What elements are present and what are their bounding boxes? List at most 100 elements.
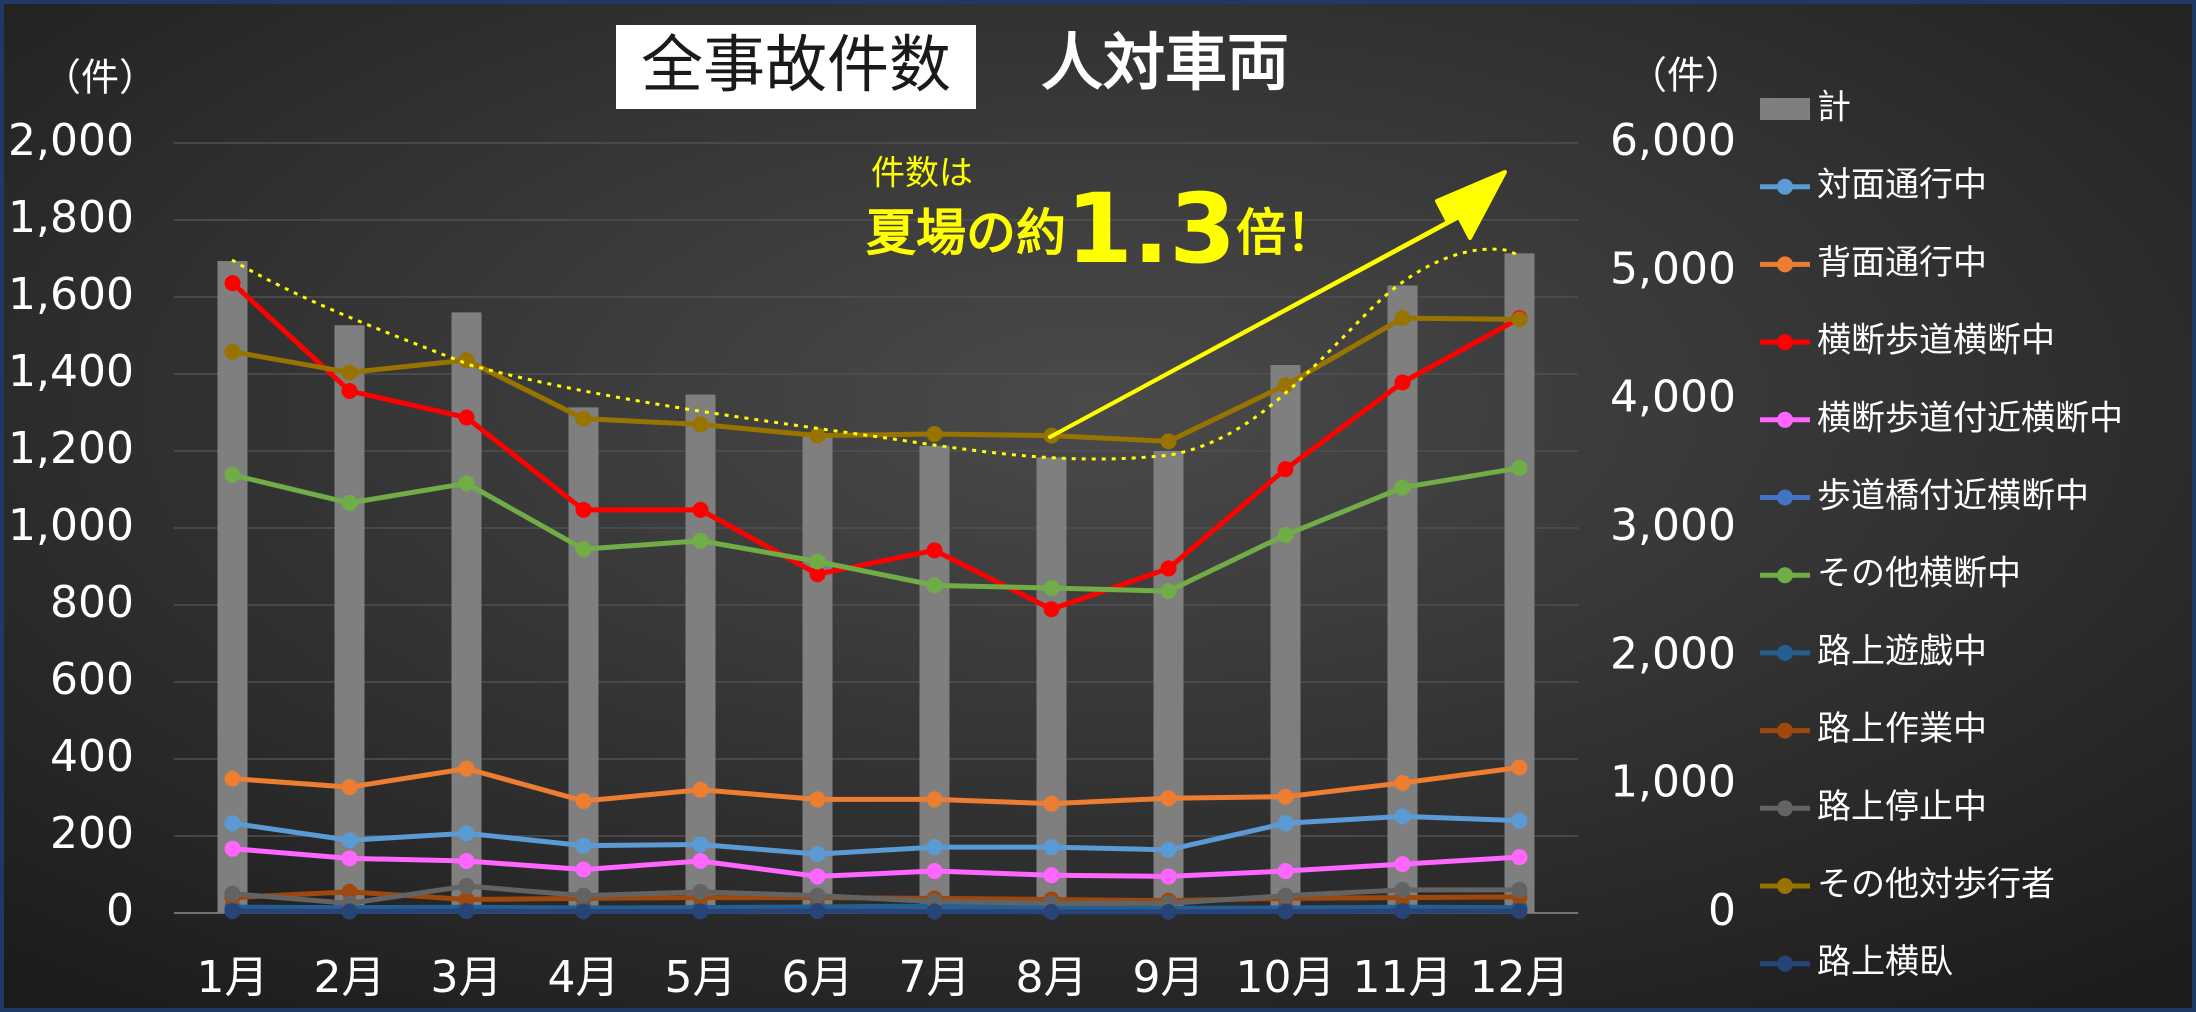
point bbox=[692, 416, 709, 433]
point bbox=[1394, 774, 1411, 791]
point bbox=[809, 846, 826, 863]
y-tick-label: 1,000 bbox=[8, 500, 134, 551]
arrow bbox=[1048, 170, 1507, 439]
chart-title: 全事故件数 bbox=[641, 28, 951, 101]
point bbox=[458, 825, 475, 842]
point bbox=[692, 836, 709, 853]
legend-label: 背面通行中 bbox=[1817, 243, 1987, 283]
y-tick-label: 1,600 bbox=[8, 269, 134, 320]
legend-swatch bbox=[1777, 411, 1793, 428]
point bbox=[224, 466, 241, 483]
point bbox=[926, 426, 943, 443]
point bbox=[1394, 903, 1411, 920]
point bbox=[1511, 459, 1528, 476]
legend-swatch bbox=[1777, 567, 1793, 584]
x-tick-label: 9月 bbox=[1133, 952, 1205, 1003]
x-tick-label: 1月 bbox=[197, 952, 269, 1003]
legend-swatch bbox=[1777, 878, 1793, 894]
annotation-part: 夏場の約 bbox=[866, 204, 1066, 262]
line bbox=[232, 908, 1520, 915]
point bbox=[341, 903, 358, 920]
point bbox=[1277, 526, 1294, 543]
line bbox=[232, 846, 1520, 879]
annotation: 件数は bbox=[871, 154, 973, 194]
point bbox=[575, 861, 592, 878]
point bbox=[926, 791, 943, 808]
annotation-number: 1.3 bbox=[1066, 173, 1236, 285]
line bbox=[232, 883, 1520, 906]
y-tick-label: 800 bbox=[50, 577, 134, 628]
legend-swatch bbox=[1777, 334, 1793, 351]
point bbox=[1160, 841, 1177, 858]
legend-label: 対面通行中 bbox=[1817, 165, 1987, 205]
legend-label: 路上停止中 bbox=[1817, 787, 1987, 827]
point bbox=[809, 427, 826, 444]
point bbox=[1394, 808, 1411, 825]
point bbox=[1394, 479, 1411, 496]
point bbox=[458, 891, 475, 908]
y-tick-label: 1,200 bbox=[8, 423, 134, 474]
legend: 計対面通行中背面通行中横断歩道横断中横断歩道付近横断中歩道橋付近横断中その他横断… bbox=[1760, 88, 2123, 982]
point bbox=[224, 343, 241, 360]
y2-tick-label: 0 bbox=[1708, 885, 1736, 936]
bar bbox=[1153, 451, 1184, 913]
point bbox=[1511, 812, 1528, 829]
y-tick-label: 400 bbox=[50, 731, 134, 782]
x-tick-label: 12月 bbox=[1470, 952, 1570, 1003]
point bbox=[692, 853, 709, 870]
plot-area: 0 200 400 600 800 1,000 1,200 1,400 1,600 1,800 2,… bbox=[8, 115, 1736, 1003]
point bbox=[224, 815, 241, 832]
annotation-part: 倍！ bbox=[1236, 204, 1336, 262]
bar bbox=[334, 325, 365, 913]
point bbox=[458, 475, 475, 492]
point bbox=[1511, 311, 1528, 328]
point bbox=[1394, 856, 1411, 873]
point bbox=[1277, 903, 1294, 920]
x-tick-label: 3月 bbox=[431, 952, 503, 1003]
point bbox=[1160, 903, 1177, 920]
legend-label: 計 bbox=[1817, 88, 1851, 128]
legend-swatch bbox=[1777, 644, 1793, 661]
y-tick-label: 600 bbox=[50, 654, 134, 705]
point bbox=[575, 792, 592, 809]
point bbox=[224, 903, 241, 920]
point bbox=[1043, 795, 1060, 812]
legend-swatch bbox=[1777, 800, 1793, 817]
bar bbox=[1504, 253, 1535, 913]
line bbox=[232, 903, 1520, 911]
point bbox=[1277, 377, 1294, 394]
point bbox=[1160, 790, 1177, 807]
y2-tick-label: 5,000 bbox=[1610, 243, 1736, 294]
point bbox=[1043, 867, 1060, 884]
point bbox=[1043, 580, 1060, 597]
legend-label: その他横断中 bbox=[1817, 554, 2021, 594]
point bbox=[575, 887, 592, 904]
legend-label: 歩道橋付近横断中 bbox=[1817, 476, 2089, 516]
bar bbox=[1036, 457, 1067, 913]
point bbox=[575, 410, 592, 427]
bar bbox=[568, 407, 599, 913]
point bbox=[809, 553, 826, 570]
y2-tick-label: 3,000 bbox=[1610, 500, 1736, 551]
point bbox=[809, 903, 826, 920]
point bbox=[1277, 863, 1294, 880]
legend-label: 横断歩道横断中 bbox=[1817, 321, 2055, 361]
legend-swatch bbox=[1777, 178, 1793, 195]
y-tick-label: 1,800 bbox=[8, 192, 134, 243]
point bbox=[575, 541, 592, 558]
point bbox=[926, 863, 943, 880]
line bbox=[232, 315, 1520, 444]
bar bbox=[802, 434, 833, 913]
point bbox=[809, 868, 826, 885]
y-tick-label: 2,000 bbox=[8, 115, 134, 166]
y-tick-label: 200 bbox=[50, 808, 134, 859]
chart-subtitle: 人対車両 bbox=[1041, 26, 1289, 99]
point bbox=[1277, 461, 1294, 478]
point bbox=[341, 850, 358, 867]
point bbox=[341, 364, 358, 381]
point bbox=[458, 760, 475, 777]
point bbox=[809, 791, 826, 808]
x-tick-label: 2月 bbox=[314, 952, 386, 1003]
point bbox=[224, 275, 241, 292]
